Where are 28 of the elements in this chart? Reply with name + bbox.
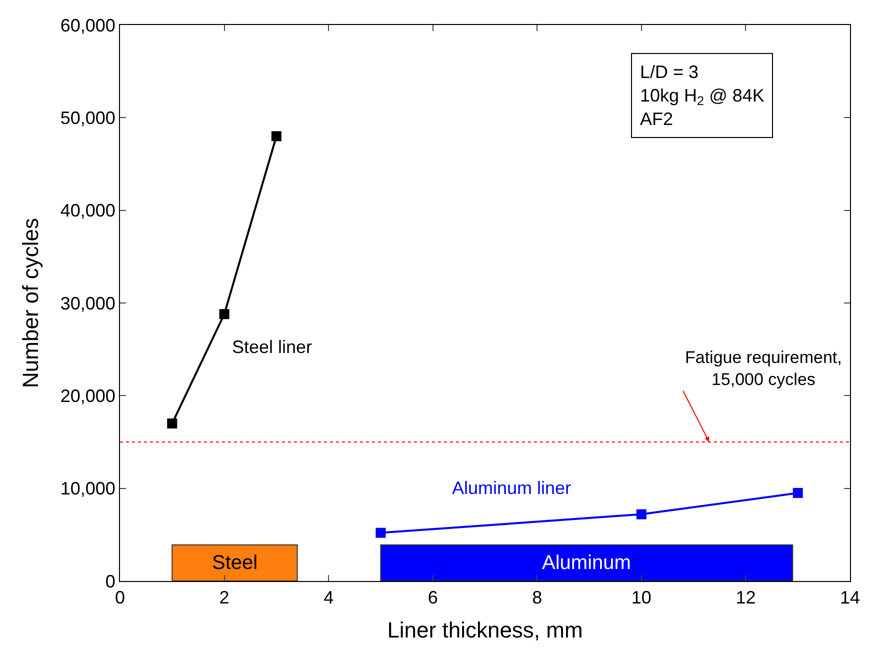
text: L/D = 3 10kg H$_{2}$ @ 84K AF2 [640, 62, 764, 129]
x-tick-label: 14 [840, 588, 860, 608]
series-label: Steel liner [232, 337, 312, 357]
y-axis-title: Number of cycles [18, 218, 44, 388]
ref-line-label: Fatigue requirement, 15,000 cycles [685, 348, 842, 390]
y-tick-label: 40,000 [60, 200, 116, 221]
point [271, 131, 282, 142]
x-tick-label: 6 [428, 588, 438, 608]
point [219, 309, 230, 320]
x-tick-label: 8 [532, 588, 542, 608]
y-tick-label: 50,000 [60, 108, 116, 128]
y-tick-label: 30,000 [60, 293, 116, 314]
y-tick-label: 0 [105, 571, 116, 592]
x-tick-label: 4 [324, 588, 334, 608]
x-tick-label: 2 [219, 588, 230, 608]
point [792, 488, 803, 498]
x-tick-label: 12 [736, 588, 756, 608]
x-tick-label: 10 [631, 588, 652, 608]
point [167, 418, 178, 428]
band-label: Aluminum [542, 552, 631, 574]
y-tick-label: 10,000 [60, 478, 116, 499]
series-label: Aluminum liner [452, 478, 572, 498]
x-axis-title: Liner thickness, mm [387, 618, 583, 642]
band-label: Steel [212, 552, 258, 574]
y-tick-label: 20,000 [60, 386, 116, 406]
y-tick-label: 60,000 [60, 15, 116, 36]
point [376, 528, 386, 538]
point [636, 509, 646, 520]
